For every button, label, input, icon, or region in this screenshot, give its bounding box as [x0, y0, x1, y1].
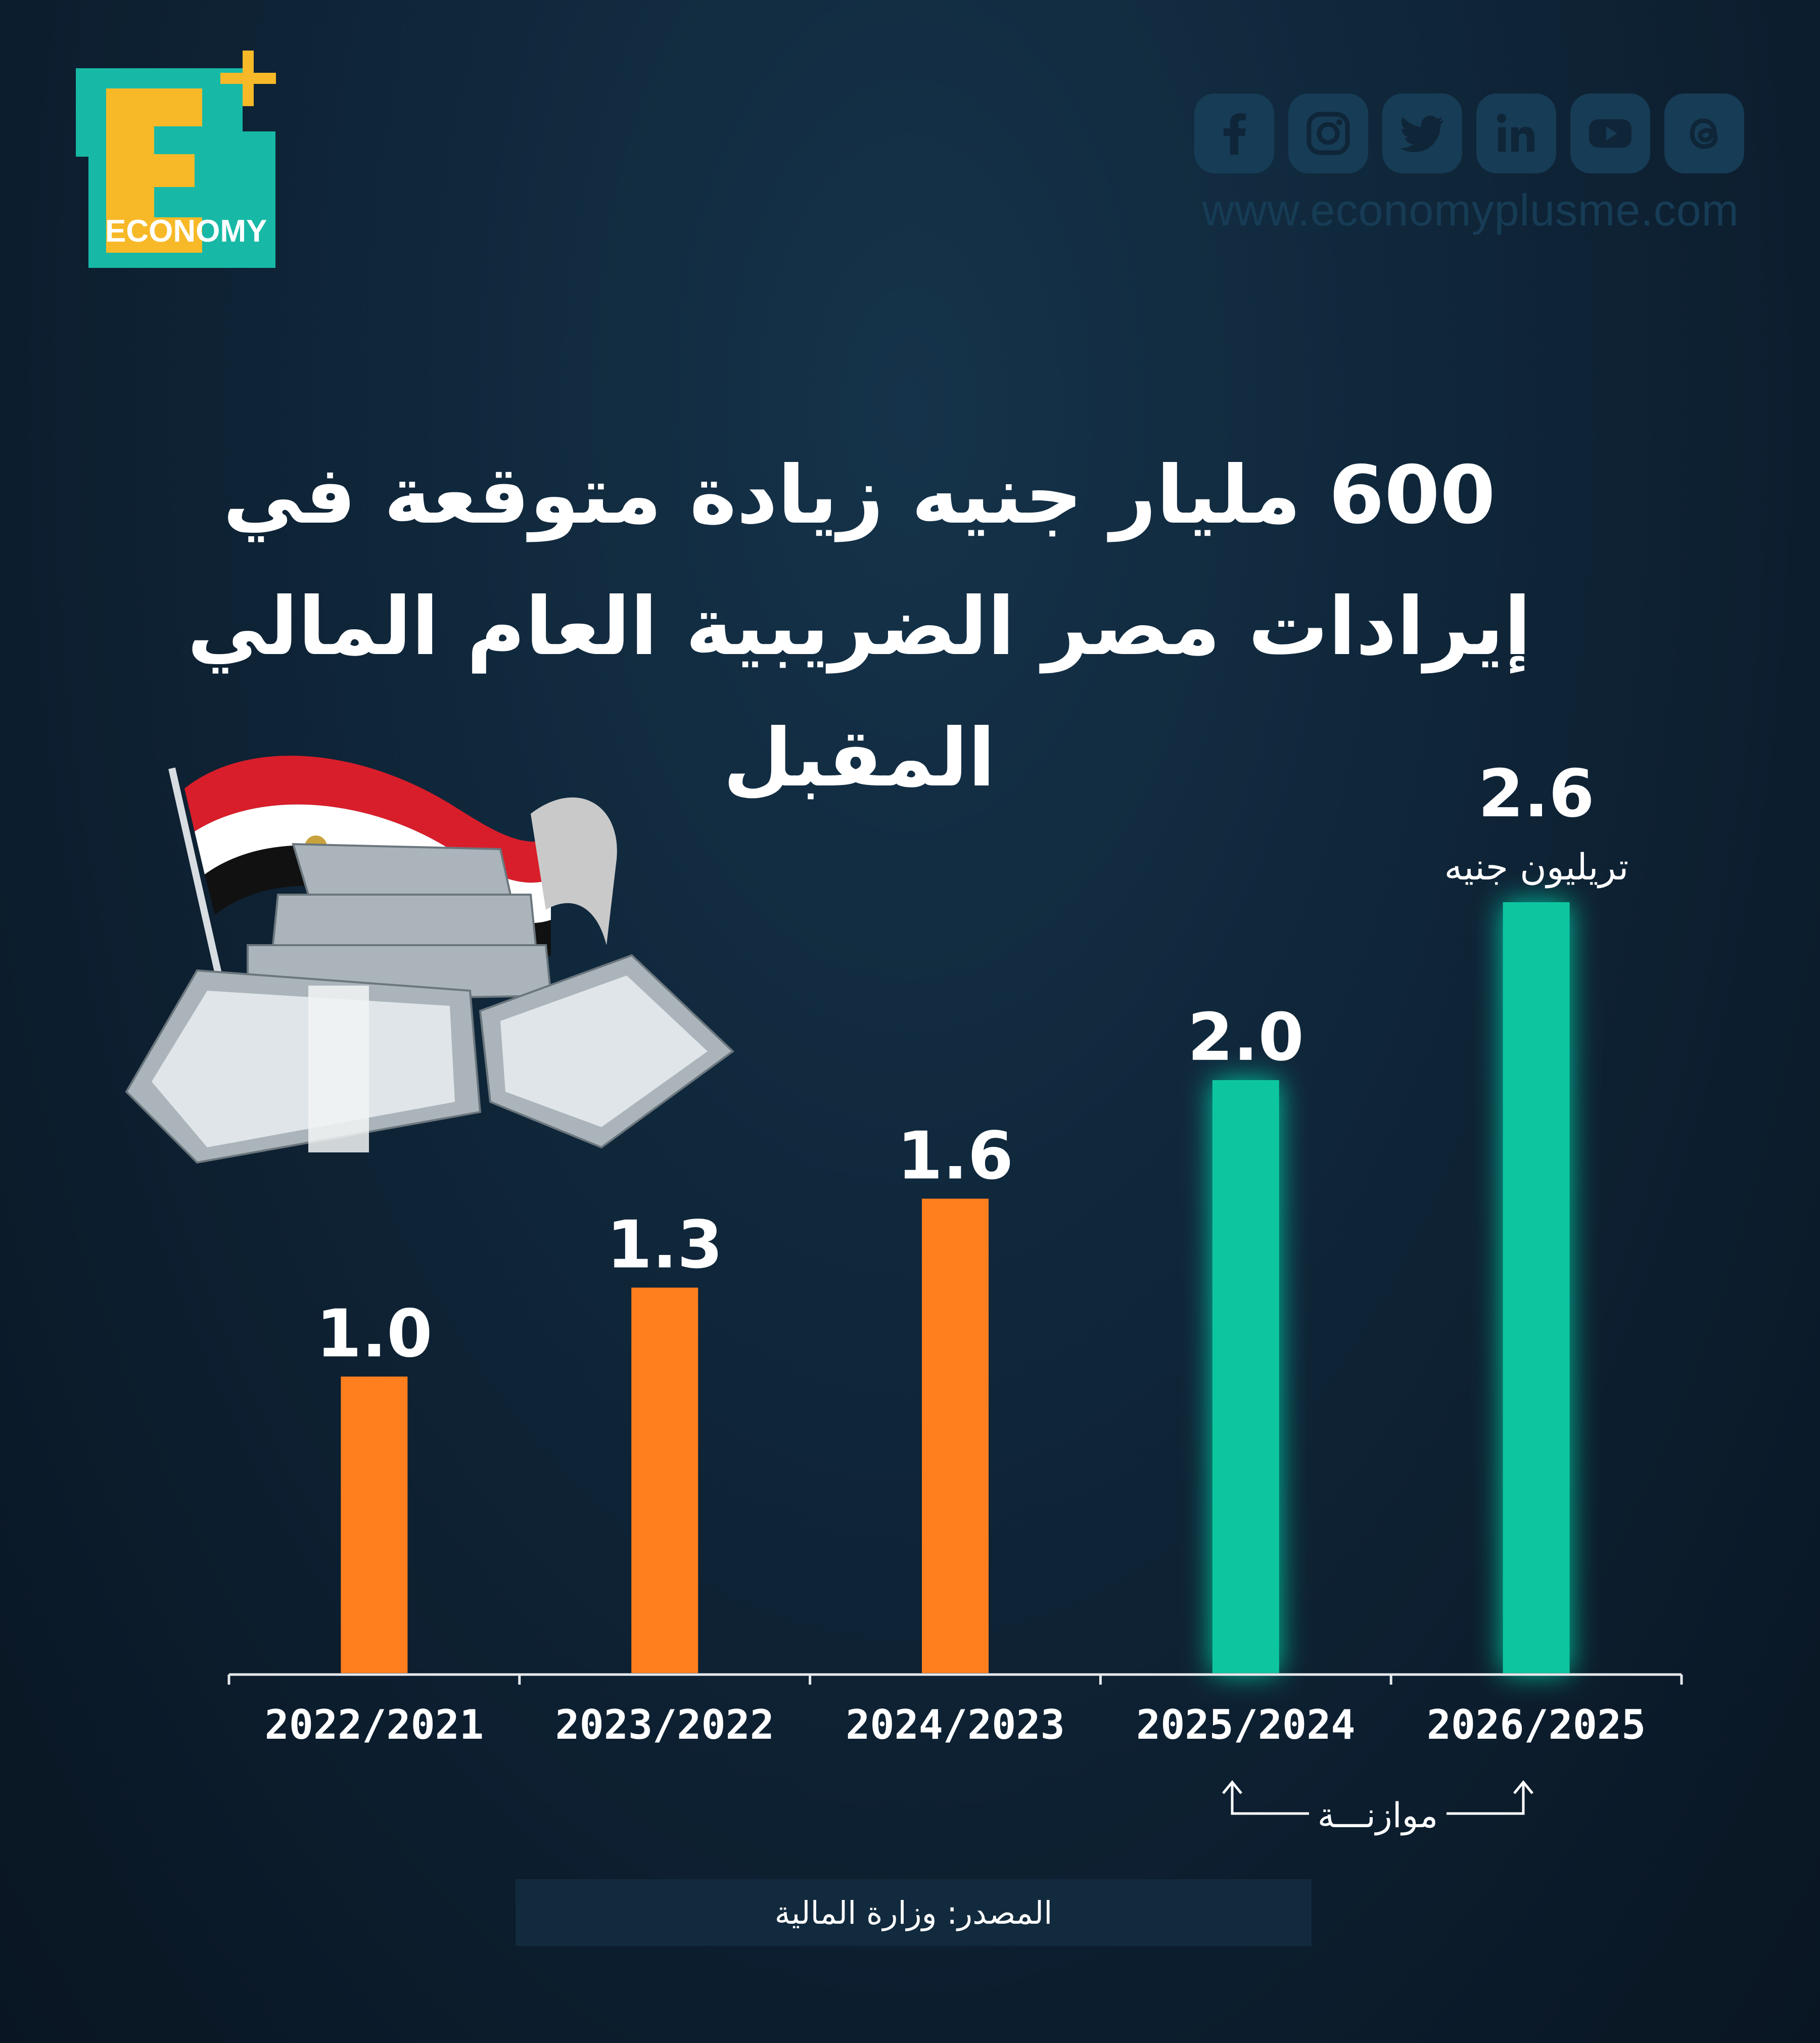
bar-2026-2025: [1503, 902, 1570, 1673]
value-label: 1.6: [897, 1118, 1013, 1194]
value-label: 1.3: [606, 1206, 723, 1283]
youtube-icon[interactable]: [1570, 94, 1650, 173]
category-label: 2026/2025: [1427, 1701, 1646, 1748]
category-label: 2022/2021: [265, 1701, 484, 1748]
arrow-up-icon: [1513, 1780, 1533, 1794]
value-label: 2.0: [1188, 999, 1304, 1076]
arrow-up-icon: [1222, 1780, 1242, 1794]
category-label: 2025/2024: [1136, 1701, 1355, 1748]
value-label: 2.6: [1478, 755, 1594, 832]
category-label: 2024/2023: [846, 1701, 1064, 1748]
budget-annotation: موازنـــة: [1318, 1796, 1438, 1836]
unit-label: تريليون جنيه: [1444, 846, 1629, 889]
budget-bracket-right: [1446, 1784, 1525, 1815]
budget-bracket-left: [1231, 1784, 1309, 1815]
source-note: المصدر: وزارة المالية: [516, 1879, 1312, 1946]
facebook-icon[interactable]: [1194, 94, 1274, 173]
bar-2022-2021: [341, 1376, 408, 1673]
instagram-icon[interactable]: [1288, 94, 1368, 173]
bar-2025-2024: [1212, 1080, 1279, 1673]
value-label: 1.0: [316, 1295, 432, 1372]
linkedin-icon[interactable]: [1476, 94, 1556, 173]
threads-icon[interactable]: [1664, 94, 1744, 173]
logo-text: ECONOMY: [105, 214, 267, 249]
social-links: [1194, 94, 1744, 173]
source-text: المصدر: وزارة المالية: [774, 1894, 1053, 1931]
page-title: 600 مليار جنيه زيادة متوقعة في إيرادات م…: [187, 449, 1531, 805]
bar-2023-2022: [631, 1287, 698, 1673]
twitter-icon[interactable]: [1382, 94, 1462, 173]
category-label: 2023/2022: [555, 1701, 774, 1748]
money-stack-illustration: [125, 756, 735, 1164]
site-url[interactable]: www.economyplusme.com: [1202, 185, 1739, 235]
bar-2024-2023: [922, 1198, 989, 1673]
economy-plus-logo: ECONOMY: [76, 51, 276, 268]
